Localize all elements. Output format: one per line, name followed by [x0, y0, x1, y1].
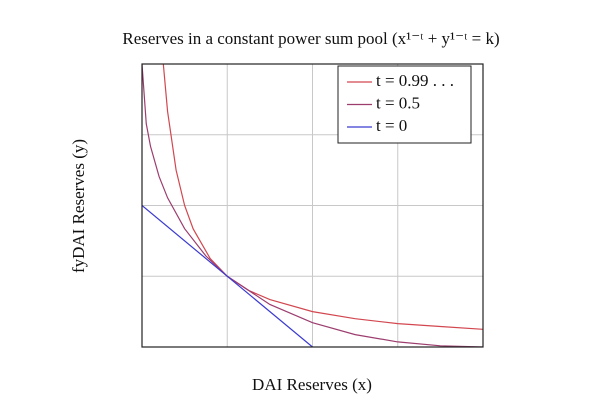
chart-title: Reserves in a constant power sum pool (x…	[122, 29, 499, 48]
series-line	[142, 64, 483, 347]
legend-label: t = 0.99 . . .	[376, 71, 454, 90]
plot-lines	[142, 64, 483, 347]
x-axis-label: DAI Reserves (x)	[252, 375, 372, 394]
legend: t = 0.99 . . . t = 0.5 t = 0	[337, 65, 472, 144]
legend-label: t = 0.5	[376, 93, 420, 112]
plot-frame	[141, 63, 484, 348]
series-line	[142, 205, 313, 347]
y-axis-label: fyDAI Reserves (y)	[69, 139, 88, 273]
legend-label: t = 0	[376, 116, 407, 135]
